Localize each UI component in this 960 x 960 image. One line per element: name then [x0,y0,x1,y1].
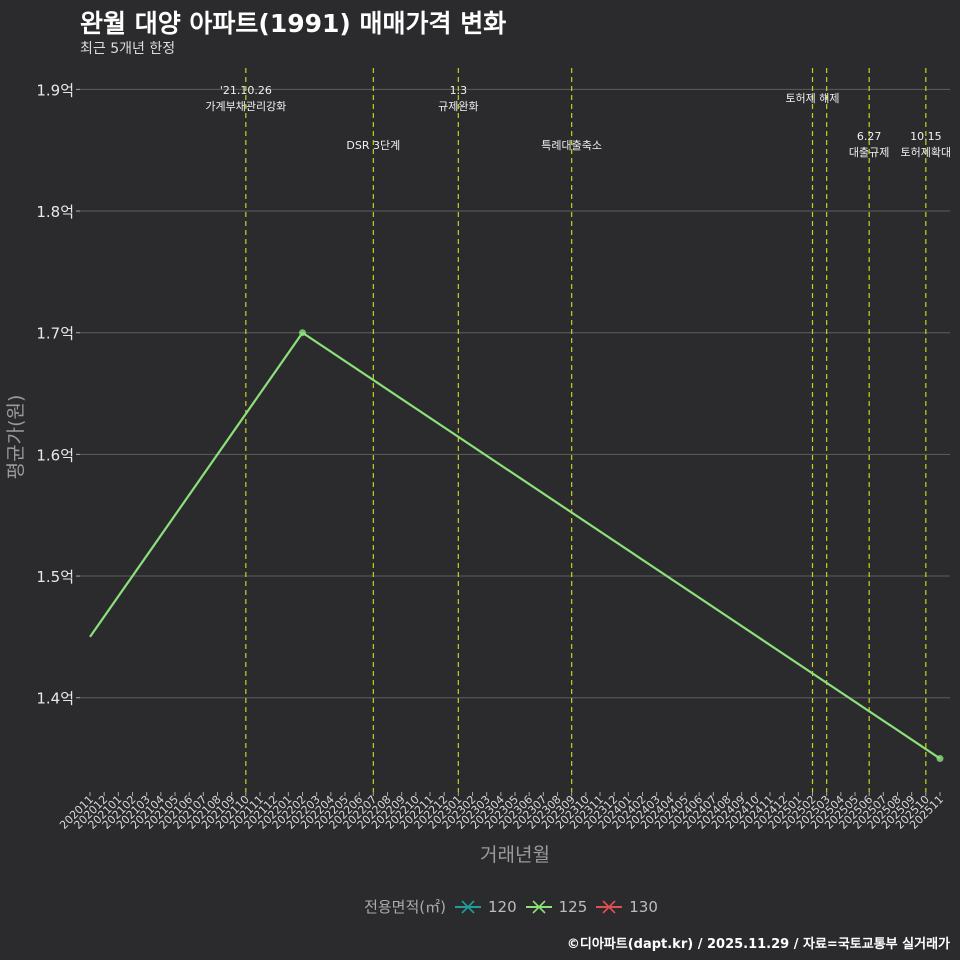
chart-title: 완월 대양 아파트(1991) 매매가격 변화 [80,9,507,38]
event-label: 대출규제 [849,146,889,159]
legend-label-125: 125 [558,897,588,916]
legend-title: 전용면적(㎡) [364,898,446,916]
y-tick-label: 1.4억 [36,690,74,708]
y-tick-label: 1.6억 [36,446,74,464]
y-tick-label: 1.7억 [36,325,74,343]
event-label: 규제완화 [438,100,478,113]
legend-label-130: 130 [629,897,658,916]
event-label: 1.3 [450,84,468,97]
y-axis-title: 평균가(원) [5,395,27,480]
event-label: 가계부채관리강화 [205,100,286,113]
data-point [936,755,944,763]
event-label: '21.10.26 [220,84,272,97]
legend-key-125 [525,899,552,914]
legend-label-120: 120 [487,897,517,916]
legend-item-120[interactable]: 120 [454,898,517,916]
chart-subtitle: 최근 5개년 한정 [80,41,176,57]
x-axis-title: 거래년월 [480,844,550,866]
y-tick-label: 1.9억 [36,81,74,99]
event-label: 10.15 [910,130,942,143]
legend-item-130[interactable]: 130 [595,898,658,916]
y-tick-label: 1.5억 [36,568,74,586]
legend-key-120 [454,899,481,914]
legend-item-125[interactable]: 125 [525,897,588,916]
y-tick-label: 1.8억 [36,203,74,221]
source-caption: ©디아파트(dapt.kr) / 2025.11.29 / 자료=국토교통부 실… [566,937,950,952]
event-label: DSR 3단계 [346,139,400,152]
event-label: 토허제 해제 [785,91,839,105]
event-label: 특례대출축소 [541,139,602,152]
legend: 전용면적(㎡) 120 125 130 [0,896,960,917]
event-label: 토허제확대 [901,146,952,159]
event-label: 6.27 [857,130,882,143]
legend-key-130 [596,899,623,914]
data-point [299,329,306,337]
